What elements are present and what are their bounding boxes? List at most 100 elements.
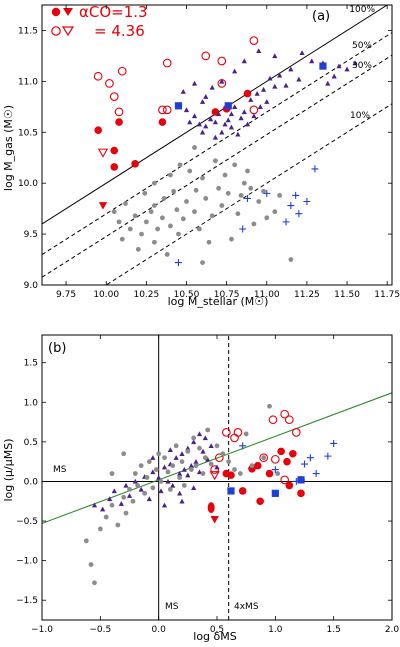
panel-b-point-circle-gray [92, 580, 97, 586]
panel-b-point-triangle-purple [179, 498, 185, 504]
panel-a-point-circle-open-red [249, 36, 259, 45]
panel-a-point-triangle-purple [228, 111, 235, 117]
panel-a-point-circle-gray [203, 196, 209, 201]
panel-a-point-plus-blue [295, 210, 303, 218]
panel-b-point-circle-open-red [230, 433, 239, 443]
panel-a-point-circle-gray [193, 187, 199, 193]
panel-b-point-triangle-purple [150, 455, 156, 460]
panel-b-point-circle-gray [115, 522, 121, 528]
panel-b-point-circle-gray [123, 510, 129, 516]
panel-a-xtick-label: 11.00 [254, 290, 280, 300]
panel-a-point-circle-gray [222, 172, 228, 178]
panel-b-point-triangle-purple [185, 472, 191, 478]
panel-b-point-plus-blue [306, 454, 314, 462]
panel-b-point-triangle-purple [146, 496, 152, 502]
panel-a-point-circle-filled-red [131, 160, 139, 168]
panel-a-point-circle-gray [238, 193, 244, 198]
panel-a-point-triangle-purple [180, 88, 186, 94]
panel-a-xtick-label: 10.25 [133, 290, 159, 300]
panel-a-ref-line-label: 100% [349, 5, 375, 15]
panel-b-point-circle-gray [191, 435, 197, 441]
panel-b-point-square-blue [297, 476, 305, 484]
panel-a-point-circle-gray [219, 203, 225, 208]
panel-b-point-square-blue [227, 487, 235, 495]
panel-b-point-triangle-purple [91, 502, 98, 508]
panel-a-point-plus-blue [282, 218, 290, 226]
panel-b-xtick-label: 1.5 [327, 625, 341, 635]
panel-b-point-triangle-purple [208, 443, 214, 449]
panel-b-point-circle-gray [202, 455, 208, 461]
panel-b-point-ellipse-filled-red [207, 502, 215, 514]
panel-b-point-triangle-purple [188, 463, 194, 468]
panel-a-ylabel: log M_gas (M☉) [2, 105, 15, 191]
panel-a-point-plus-blue [263, 189, 271, 197]
panel-a-point-circle-gray [160, 215, 165, 221]
panel-b-point-circle-gray [138, 463, 144, 469]
panel-a-point-circle-gray [256, 199, 262, 204]
panel-b-point-circle-gray [153, 467, 159, 472]
panel-a-xlabel: log M_stellar (M☉) [168, 295, 269, 308]
panel-a-point-triangle-purple [183, 107, 190, 113]
panel-a-label: (a) [312, 9, 330, 24]
panel-b-point-circle-gray [177, 475, 183, 480]
panel-b-point-circle-open-red [221, 428, 231, 437]
panel-b-point-circle-gray [214, 443, 220, 449]
panel-b-point-circle-filled-red [256, 497, 264, 506]
panel-b-point-triangle-purple [177, 470, 183, 476]
panel-a-point-triangle-purple [344, 66, 350, 72]
panel-b-point-triangle-purple [156, 474, 162, 480]
panel-b-point-circle-filled-red [254, 461, 262, 470]
panel-a-point-circle-open-red [109, 92, 119, 101]
panel-a-xtick-label: 11.75 [374, 290, 400, 300]
panel-b-point-triangle-purple [123, 482, 129, 488]
panel-a-point-triangle-purple [209, 84, 215, 90]
panel-a-frame [41, 4, 393, 286]
panel-b-point-triangle-purple [181, 466, 187, 472]
panel-a-point-triangle-purple [232, 68, 238, 74]
panel-a-point-triangle-purple [222, 121, 228, 127]
panel-b-point-circle-gray [232, 467, 237, 472]
panel-b-point-circle-gray [130, 498, 136, 504]
panel-a-point-circle-gray [184, 199, 189, 204]
panel-b-point-circle-gray [267, 403, 272, 409]
panel-b-xtick-label: −0.5 [89, 625, 111, 635]
panel-b-point-circle-gray [146, 459, 152, 465]
panel-a-point-plus-blue [287, 202, 295, 210]
legend-row1-text: αCO=1.3 [79, 3, 148, 21]
panel-a-point-triangle-purple [235, 131, 241, 137]
panel-b-point-triangle-purple [177, 490, 183, 496]
panel-a-point-circle-gray [180, 216, 186, 222]
panel-a-point-triangle-purple [203, 94, 209, 99]
panel-b-ytick-label: 1.0 [24, 398, 39, 408]
panel-b-point-circle-open-red [280, 475, 290, 485]
panel-a-point-circle-gray [143, 219, 149, 225]
panel-b-point-circle-filled-red [238, 487, 247, 495]
panel-b-point-circle-gray [135, 483, 141, 488]
panel-b-point-triangle-purple [165, 478, 171, 484]
panel-a-point-triangle-purple [254, 90, 260, 96]
panel-b-xlabel: log δMS [193, 630, 236, 643]
panel-b-point-triangle-purple [200, 448, 206, 454]
panel-a-point-circle-gray [111, 209, 117, 215]
panel-a-point-circle-gray [212, 158, 218, 164]
panel-b-ytick-label: 1.5 [24, 359, 38, 369]
panel-b-point-circle-gray [208, 461, 214, 467]
panel-b-point-triangle-purple [150, 469, 156, 475]
panel-a-point-triangle-purple [199, 99, 206, 104]
panel-a-point-circle-gray [174, 207, 180, 213]
panel-b-point-circle-gray [220, 451, 226, 457]
ms-vertical-label: MS [165, 602, 179, 612]
panel-a-point-circle-filled-red [115, 118, 123, 126]
panel-a-point-triangle-purple [296, 76, 302, 82]
panel-b-point-plus-blue [312, 470, 320, 478]
panel-b-point-circle-gray [261, 455, 267, 461]
panel-b-frame [41, 334, 393, 621]
panel-a-point-circle-gray [216, 185, 222, 191]
panel-a-point-triangle-purple [264, 99, 270, 104]
panel-b-point-circle-gray [158, 479, 164, 484]
panel-a-point-circle-gray [245, 168, 250, 174]
panel-b-lines [42, 335, 392, 620]
panel-a-ref-line-label: 30% [352, 61, 372, 71]
panel-a-point-triangle-purple [191, 113, 198, 119]
panel-b-ytick-label: 0.5 [24, 438, 38, 448]
